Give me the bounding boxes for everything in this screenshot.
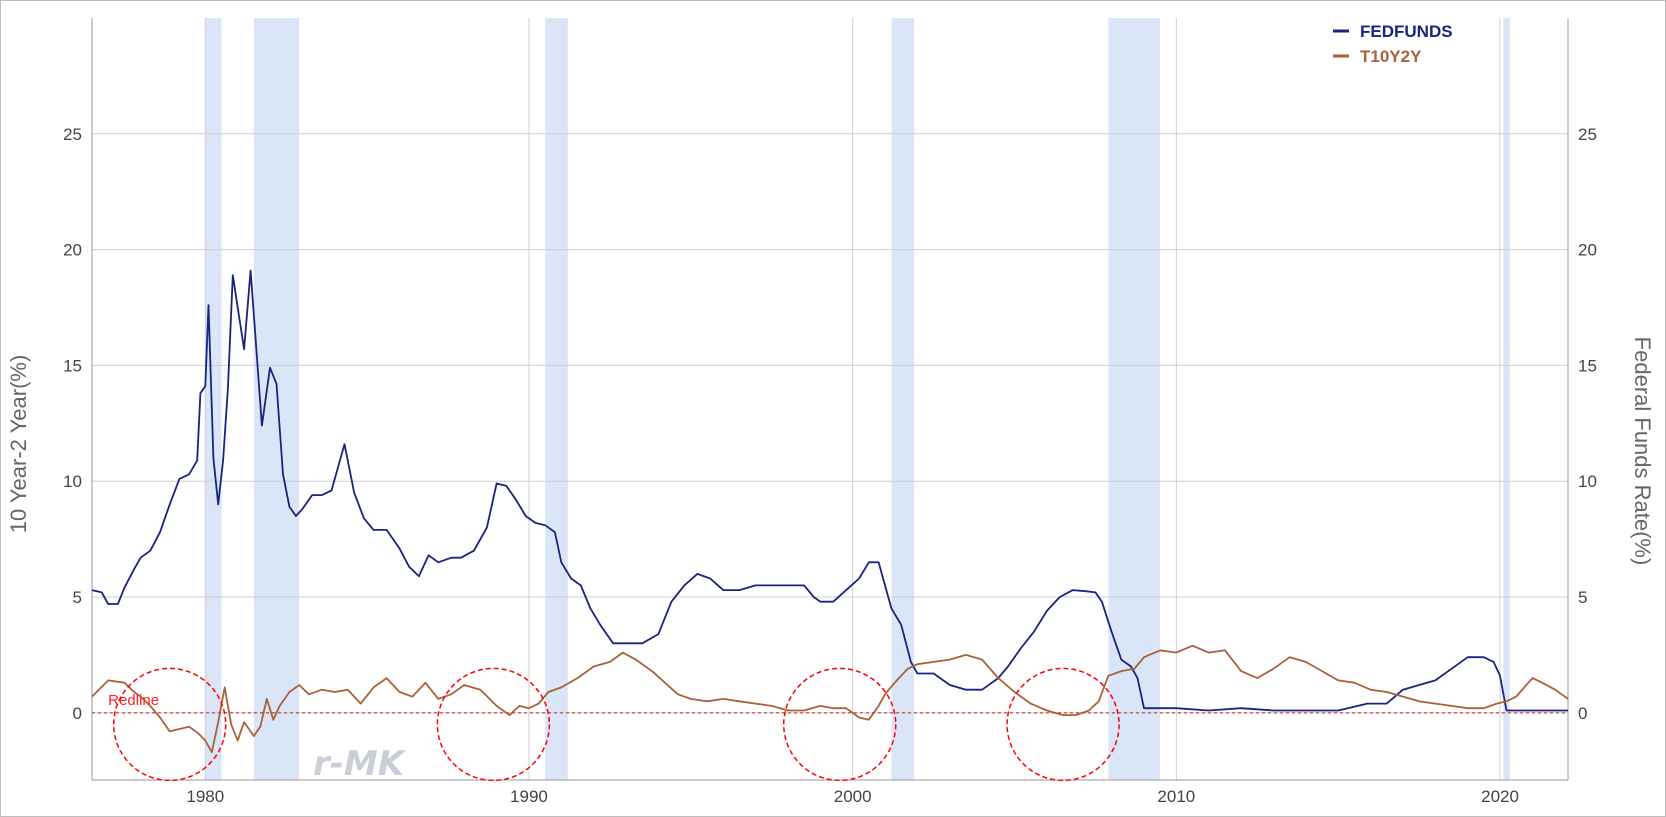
y-tick-left-10: 10 xyxy=(63,472,82,491)
y-axis-label-right: Federal Funds Rate(%) xyxy=(1630,337,1655,566)
series-lines xyxy=(91,269,1569,754)
y-tick-left-0: 0 xyxy=(73,704,82,723)
recession-band-4 xyxy=(1108,18,1161,780)
y-tick-left-15: 15 xyxy=(63,356,82,375)
y-tick-left-5: 5 xyxy=(73,588,82,607)
y-tick-right-10: 10 xyxy=(1578,472,1597,491)
y-tick-right-0: 0 xyxy=(1578,704,1587,723)
y-axis-label-left: 10 Year-2 Year(%) xyxy=(6,355,31,534)
highlight-circle-3 xyxy=(1006,667,1120,782)
series-line-fedfunds xyxy=(91,269,1568,712)
y-tick-right-5: 5 xyxy=(1578,588,1587,607)
recession-band-0 xyxy=(205,18,222,780)
recession-band-1 xyxy=(253,18,300,780)
grid-lines xyxy=(92,18,1568,780)
x-tick-2020: 2020 xyxy=(1481,787,1519,806)
y-tick-left-25: 25 xyxy=(63,125,82,144)
y-tick-right-20: 20 xyxy=(1578,241,1597,260)
legend-label-fedfunds: FEDFUNDS xyxy=(1360,22,1453,41)
annotations: Redline xyxy=(92,667,1568,782)
recession-band-2 xyxy=(545,18,568,780)
legend-label-t10y2y: T10Y2Y xyxy=(1360,47,1422,66)
x-tick-1980: 1980 xyxy=(186,787,224,806)
highlight-circle-0 xyxy=(112,667,227,782)
legend: FEDFUNDS T10Y2Y xyxy=(1333,22,1453,66)
series-line-t10y2y xyxy=(91,644,1569,754)
y-tick-right-15: 15 xyxy=(1578,356,1597,375)
recession-band-5 xyxy=(1503,18,1510,780)
redline-label: Redline xyxy=(108,692,159,709)
highlight-circle-2 xyxy=(782,667,897,782)
x-tick-1990: 1990 xyxy=(510,787,548,806)
watermark: r-MK xyxy=(313,744,407,784)
x-tick-2000: 2000 xyxy=(834,787,872,806)
y-tick-right-25: 25 xyxy=(1578,125,1597,144)
recession-bands xyxy=(205,18,1510,780)
recession-band-3 xyxy=(891,18,915,780)
highlight-circle-1 xyxy=(436,667,551,782)
y-tick-left-20: 20 xyxy=(63,241,82,260)
x-tick-2010: 2010 xyxy=(1157,787,1195,806)
